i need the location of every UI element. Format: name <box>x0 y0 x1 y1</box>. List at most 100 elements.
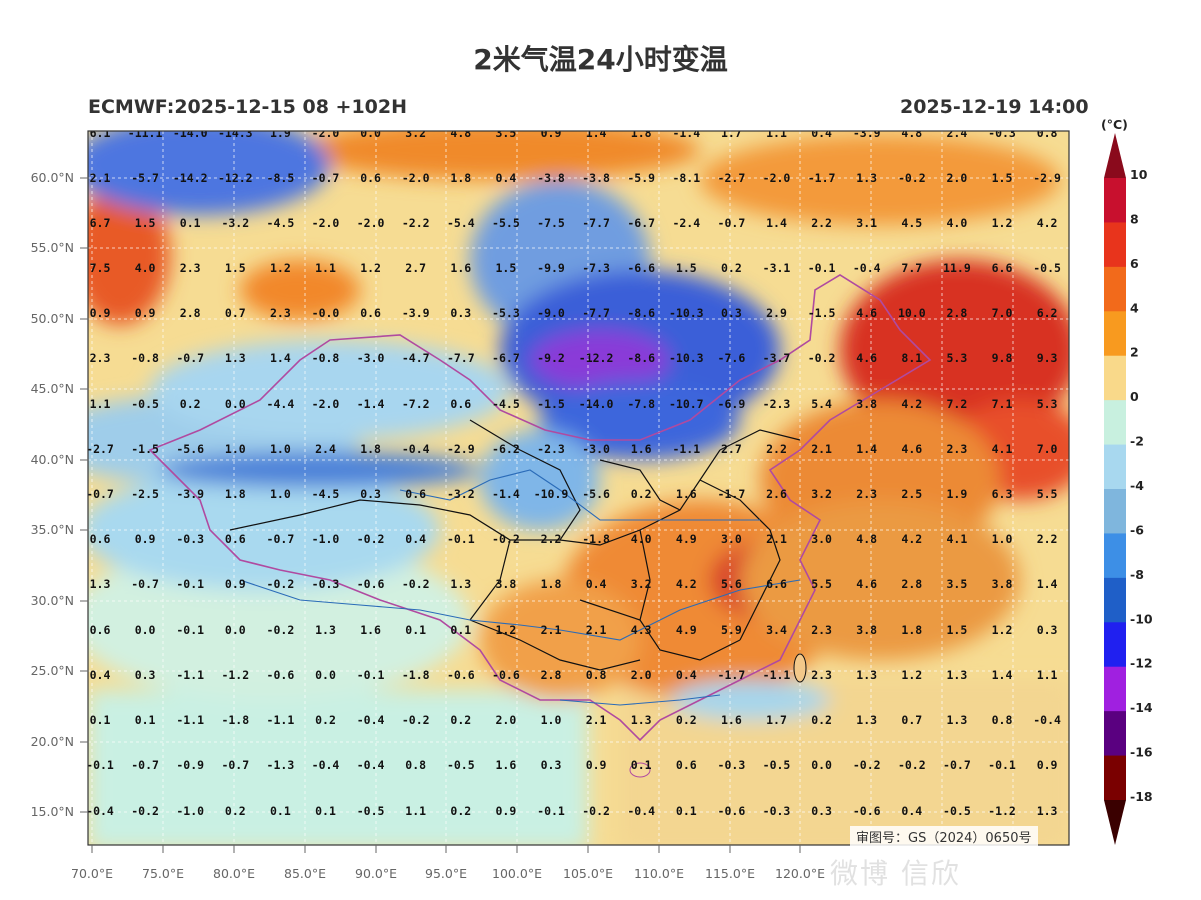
colorbar-label: 6 <box>1130 256 1139 271</box>
grid-value: -3.2 <box>221 216 249 230</box>
grid-value: 0.3 <box>135 668 156 682</box>
grid-value: 1.2 <box>496 623 517 637</box>
grid-value: 0.9 <box>496 804 517 818</box>
colorbar-label: -8 <box>1130 567 1144 582</box>
grid-value: -1.0 <box>312 532 340 546</box>
grid-value: -0.7 <box>176 351 204 365</box>
grid-value: 5.5 <box>1037 487 1058 501</box>
grid-value: -2.7 <box>718 171 746 185</box>
grid-value: 1.2 <box>901 668 922 682</box>
grid-value: -0.1 <box>988 758 1016 772</box>
grid-value: 4.2 <box>901 397 922 411</box>
colorbar-segment <box>1104 444 1126 490</box>
grid-value: -3.2 <box>447 487 475 501</box>
grid-value: 2.3 <box>180 261 201 275</box>
grid-value: -1.7 <box>718 668 746 682</box>
grid-value: -3.7 <box>763 351 791 365</box>
grid-value: 6.7 <box>90 216 111 230</box>
grid-value: -6.7 <box>627 216 655 230</box>
grid-value: -0.2 <box>357 532 385 546</box>
colorbar-label: -4 <box>1130 478 1144 493</box>
grid-value: 1.1 <box>315 261 336 275</box>
grid-value: 4.6 <box>901 442 922 456</box>
grid-value: -5.5 <box>492 216 520 230</box>
grid-value: -0.7 <box>131 577 159 591</box>
grid-value: -1.8 <box>221 713 249 727</box>
grid-value: -8.1 <box>672 171 700 185</box>
grid-value: 0.1 <box>405 623 426 637</box>
grid-value: -4.5 <box>492 397 520 411</box>
grid-value: 0.8 <box>405 758 426 772</box>
grid-value: 3.1 <box>856 216 877 230</box>
grid-value: -1.3 <box>267 758 295 772</box>
lon-label: 115.0°E <box>705 866 755 881</box>
grid-value: -6.7 <box>492 351 520 365</box>
grid-value: 3.8 <box>992 577 1013 591</box>
lat-label: 45.0°N <box>31 381 74 396</box>
grid-value: 0.6 <box>225 532 246 546</box>
grid-value: -5.7 <box>131 171 159 185</box>
grid-value: -5.6 <box>176 442 204 456</box>
grid-value: 4.8 <box>450 126 471 140</box>
grid-value: -7.5 <box>537 216 565 230</box>
grid-value: 1.3 <box>856 171 877 185</box>
lon-label: 105.0°E <box>563 866 613 881</box>
grid-value: 0.3 <box>1037 623 1058 637</box>
grid-value: -0.1 <box>176 623 204 637</box>
grid-value: -7.2 <box>402 397 430 411</box>
grid-value: 2.5 <box>901 487 922 501</box>
grid-value: 0.6 <box>90 532 111 546</box>
grid-value: 2.9 <box>766 306 787 320</box>
grid-value: 1.5 <box>225 261 246 275</box>
grid-value: -0.4 <box>357 758 385 772</box>
grid-value: 2.0 <box>947 171 968 185</box>
grid-value: 1.5 <box>135 216 156 230</box>
grid-value: -0.7 <box>943 758 971 772</box>
grid-value: 1.8 <box>450 171 471 185</box>
grid-value: 1.3 <box>856 668 877 682</box>
map-frame <box>87 130 1070 846</box>
grid-value: 2.3 <box>947 442 968 456</box>
grid-value: -1.8 <box>402 668 430 682</box>
grid-value: -0.3 <box>988 126 1016 140</box>
colorbar-segment <box>1104 266 1126 312</box>
valid-time: 2025-12-19 14:00 <box>900 96 1089 118</box>
grid-value: 1.1 <box>1037 668 1058 682</box>
colorbar-label: 4 <box>1130 300 1139 315</box>
colorbar-label: 10 <box>1130 167 1148 182</box>
grid-value: -0.6 <box>267 668 295 682</box>
grid-value: -0.8 <box>312 351 340 365</box>
grid-value: 0.8 <box>586 668 607 682</box>
grid-value: -4.5 <box>267 216 295 230</box>
grid-value: 4.5 <box>901 216 922 230</box>
grid-value: 4.1 <box>992 442 1013 456</box>
grid-value: 0.6 <box>360 171 381 185</box>
grid-value: 0.4 <box>586 577 607 591</box>
grid-value: -0.5 <box>763 758 791 772</box>
grid-value: 0.9 <box>90 306 111 320</box>
grid-value: -1.4 <box>492 487 520 501</box>
grid-value: 1.8 <box>901 623 922 637</box>
grid-value: -10.7 <box>669 397 704 411</box>
colorbar-label: -6 <box>1130 522 1144 537</box>
grid-value: 0.9 <box>135 306 156 320</box>
grid-value: 1.3 <box>450 577 471 591</box>
chart-title: 2米气温24小时变温 <box>473 43 728 76</box>
grid-value: -1.7 <box>808 171 836 185</box>
grid-value: 11.9 <box>943 261 971 275</box>
grid-value: -6.9 <box>718 397 746 411</box>
grid-value: -7.3 <box>582 261 610 275</box>
grid-value: 1.9 <box>270 126 291 140</box>
grid-value: -12.2 <box>218 171 253 185</box>
grid-value: -10.9 <box>534 487 569 501</box>
grid-value: 0.0 <box>225 623 246 637</box>
grid-value: 7.0 <box>992 306 1013 320</box>
grid-value: 0.6 <box>676 758 697 772</box>
rivers <box>239 469 801 706</box>
grid-value: 0.1 <box>90 713 111 727</box>
grid-value: -2.7 <box>86 442 114 456</box>
grid-value: 0.4 <box>811 126 832 140</box>
grid-value: -2.0 <box>312 126 340 140</box>
colorbar-segment <box>1104 755 1126 801</box>
grid-value: -0.2 <box>808 351 836 365</box>
